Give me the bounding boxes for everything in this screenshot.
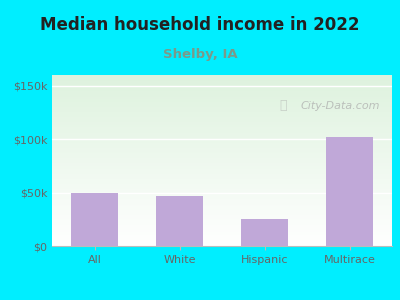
Bar — [71, 193, 118, 246]
Text: ⓘ: ⓘ — [280, 99, 287, 112]
Text: Shelby, IA: Shelby, IA — [163, 48, 237, 61]
Bar — [326, 137, 373, 246]
Text: Median household income in 2022: Median household income in 2022 — [40, 16, 360, 34]
Bar — [241, 219, 288, 246]
Text: City-Data.com: City-Data.com — [300, 101, 380, 111]
Bar — [156, 196, 203, 246]
